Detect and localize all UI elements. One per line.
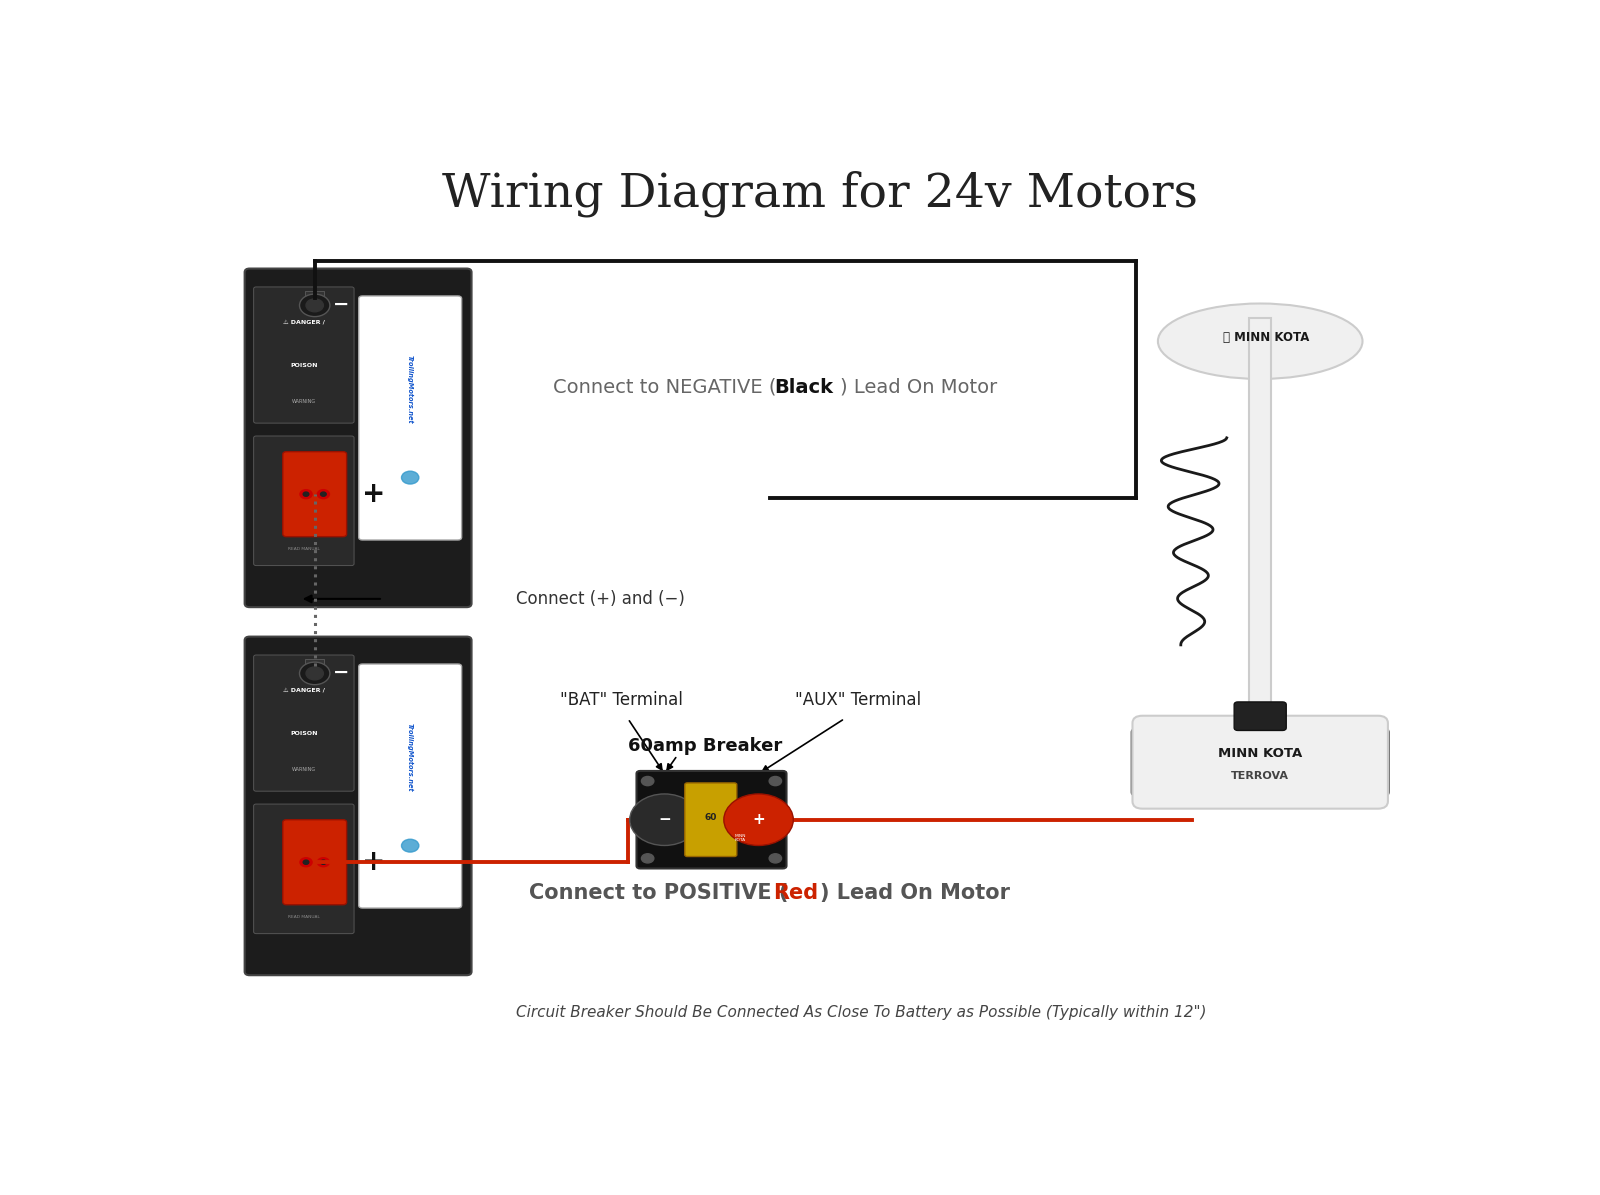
Text: +: + [363, 480, 386, 508]
FancyBboxPatch shape [1250, 318, 1272, 710]
Text: Black: Black [774, 378, 834, 397]
FancyBboxPatch shape [283, 452, 347, 537]
Circle shape [306, 667, 323, 680]
FancyBboxPatch shape [1131, 729, 1166, 796]
Text: 60: 60 [704, 814, 717, 822]
Text: "BAT" Terminal: "BAT" Terminal [560, 691, 683, 709]
Text: POISON: POISON [290, 731, 317, 736]
Text: WARNING: WARNING [291, 767, 315, 772]
Circle shape [302, 492, 309, 496]
Text: OR INVERT: OR INVERT [290, 511, 318, 516]
Circle shape [299, 490, 312, 498]
Circle shape [320, 492, 326, 496]
Text: READ MANUAL: READ MANUAL [288, 546, 320, 551]
Circle shape [642, 777, 654, 785]
Text: "AUX" Terminal: "AUX" Terminal [795, 691, 922, 709]
Text: 🐾 MINN KOTA: 🐾 MINN KOTA [1224, 331, 1309, 344]
Circle shape [302, 860, 309, 864]
Text: −: − [333, 663, 349, 682]
Text: ⚠ DANGER /: ⚠ DANGER / [283, 687, 325, 692]
Circle shape [299, 858, 312, 866]
Circle shape [306, 299, 323, 312]
Text: Connect (+) and (−): Connect (+) and (−) [517, 590, 685, 608]
Circle shape [642, 853, 654, 863]
FancyBboxPatch shape [1133, 716, 1387, 809]
Text: POISON: POISON [290, 363, 317, 368]
FancyBboxPatch shape [1355, 729, 1389, 796]
Text: Connect to POSITIVE (: Connect to POSITIVE ( [528, 883, 787, 903]
Text: Red: Red [773, 883, 818, 903]
FancyBboxPatch shape [306, 290, 325, 298]
Text: READ MANUAL: READ MANUAL [288, 914, 320, 919]
Circle shape [320, 860, 326, 864]
Text: ) Lead On Motor: ) Lead On Motor [840, 378, 997, 397]
Circle shape [770, 777, 781, 785]
FancyBboxPatch shape [254, 655, 354, 791]
Text: TERROVA: TERROVA [1232, 772, 1290, 782]
Circle shape [630, 793, 699, 846]
Circle shape [299, 294, 330, 317]
Text: −: − [658, 813, 670, 827]
Text: TrollingMotors.net: TrollingMotors.net [406, 355, 413, 424]
Text: TrollingMotors.net: TrollingMotors.net [406, 723, 413, 792]
Text: Circuit Breaker Should Be Connected As Close To Battery as Possible (Typically w: Circuit Breaker Should Be Connected As C… [517, 1005, 1206, 1021]
Circle shape [770, 853, 781, 863]
Text: MINN KOTA: MINN KOTA [1218, 747, 1302, 760]
Text: Wiring Diagram for 24v Motors: Wiring Diagram for 24v Motors [442, 171, 1198, 217]
Circle shape [299, 662, 330, 685]
FancyBboxPatch shape [685, 783, 736, 857]
Text: +: + [363, 848, 386, 876]
Circle shape [723, 793, 794, 846]
FancyBboxPatch shape [358, 296, 462, 540]
FancyBboxPatch shape [245, 269, 472, 607]
Text: ) Lead On Motor: ) Lead On Motor [819, 883, 1010, 903]
Text: DO NOT TILT: DO NOT TILT [288, 473, 320, 478]
FancyBboxPatch shape [254, 287, 354, 423]
Text: ⚠ DANGER /: ⚠ DANGER / [283, 319, 325, 324]
Text: +: + [752, 813, 765, 827]
Circle shape [317, 858, 330, 866]
FancyBboxPatch shape [245, 637, 472, 975]
Text: Connect to NEGATIVE (: Connect to NEGATIVE ( [554, 378, 776, 397]
FancyBboxPatch shape [283, 820, 347, 905]
FancyBboxPatch shape [358, 664, 462, 908]
FancyBboxPatch shape [254, 436, 354, 565]
FancyBboxPatch shape [1234, 701, 1286, 730]
Text: MINN
KOTA: MINN KOTA [734, 834, 746, 842]
Text: OR INVERT: OR INVERT [290, 880, 318, 884]
Circle shape [317, 490, 330, 498]
Ellipse shape [1158, 304, 1363, 379]
Text: 60amp Breaker: 60amp Breaker [627, 737, 782, 755]
FancyBboxPatch shape [306, 658, 325, 666]
Text: WARNING: WARNING [291, 399, 315, 404]
Circle shape [402, 839, 419, 852]
Circle shape [402, 471, 419, 484]
FancyBboxPatch shape [254, 804, 354, 933]
Text: −: − [333, 295, 349, 314]
FancyBboxPatch shape [637, 771, 787, 869]
Text: DO NOT TILT: DO NOT TILT [288, 841, 320, 846]
